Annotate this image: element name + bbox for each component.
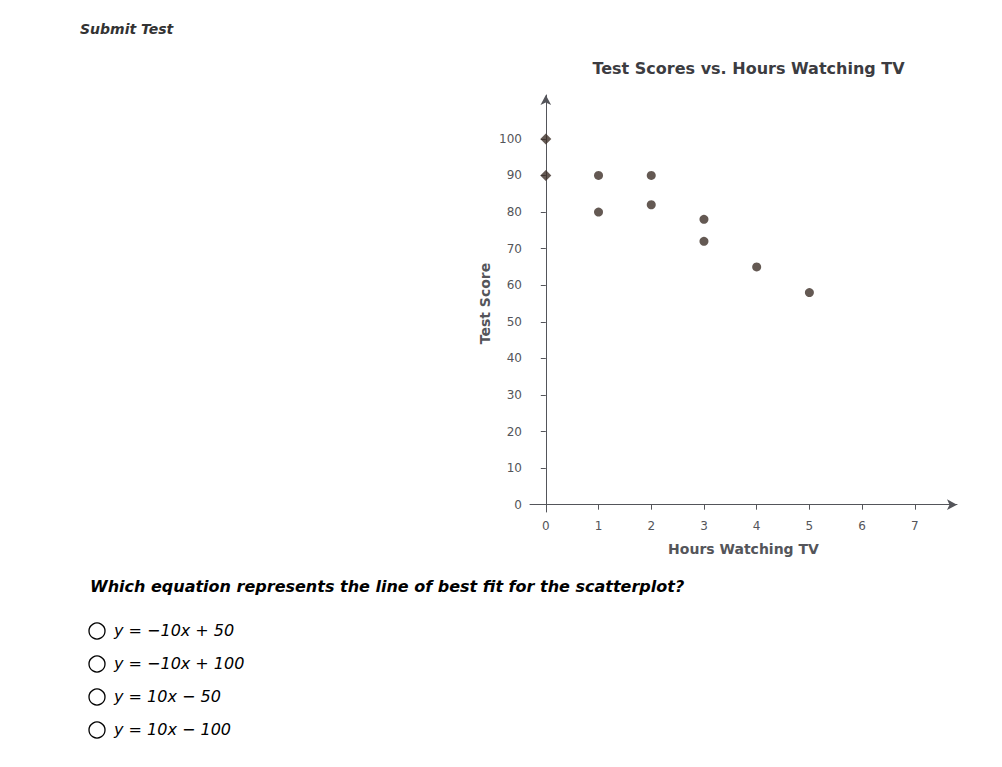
svg-text:0: 0: [542, 519, 550, 533]
svg-text:6: 6: [858, 519, 866, 533]
svg-text:Hours Watching TV: Hours Watching TV: [668, 541, 819, 557]
svg-text:7: 7: [911, 519, 919, 533]
svg-text:100: 100: [499, 132, 522, 146]
svg-text:90: 90: [507, 168, 522, 182]
svg-text:3: 3: [700, 519, 708, 533]
svg-text:0: 0: [514, 498, 522, 512]
svg-text:50: 50: [507, 315, 522, 329]
svg-text:4: 4: [753, 519, 761, 533]
svg-text:y = −10x + 50: y = −10x + 50: [113, 621, 234, 640]
svg-text:30: 30: [507, 388, 522, 402]
svg-text:40: 40: [507, 351, 522, 365]
svg-text:y = −10x + 100: y = −10x + 100: [113, 654, 244, 673]
svg-text:y = 10x − 100: y = 10x − 100: [113, 720, 231, 739]
svg-text:Submit Test: Submit Test: [80, 21, 175, 37]
svg-text:70: 70: [507, 242, 522, 256]
svg-text:60: 60: [507, 278, 522, 292]
svg-text:10: 10: [507, 461, 522, 475]
svg-text:80: 80: [507, 205, 522, 219]
svg-text:20: 20: [507, 425, 522, 439]
svg-text:Test Scores vs. Hours Watching: Test Scores vs. Hours Watching TV: [592, 59, 905, 78]
svg-text:Which equation represents the: Which equation represents the line of be…: [90, 577, 684, 596]
svg-text:5: 5: [806, 519, 814, 533]
svg-text:Test Score: Test Score: [477, 263, 493, 344]
svg-text:1: 1: [595, 519, 603, 533]
svg-text:y = 10x − 50: y = 10x − 50: [113, 687, 221, 706]
svg-text:2: 2: [647, 519, 655, 533]
